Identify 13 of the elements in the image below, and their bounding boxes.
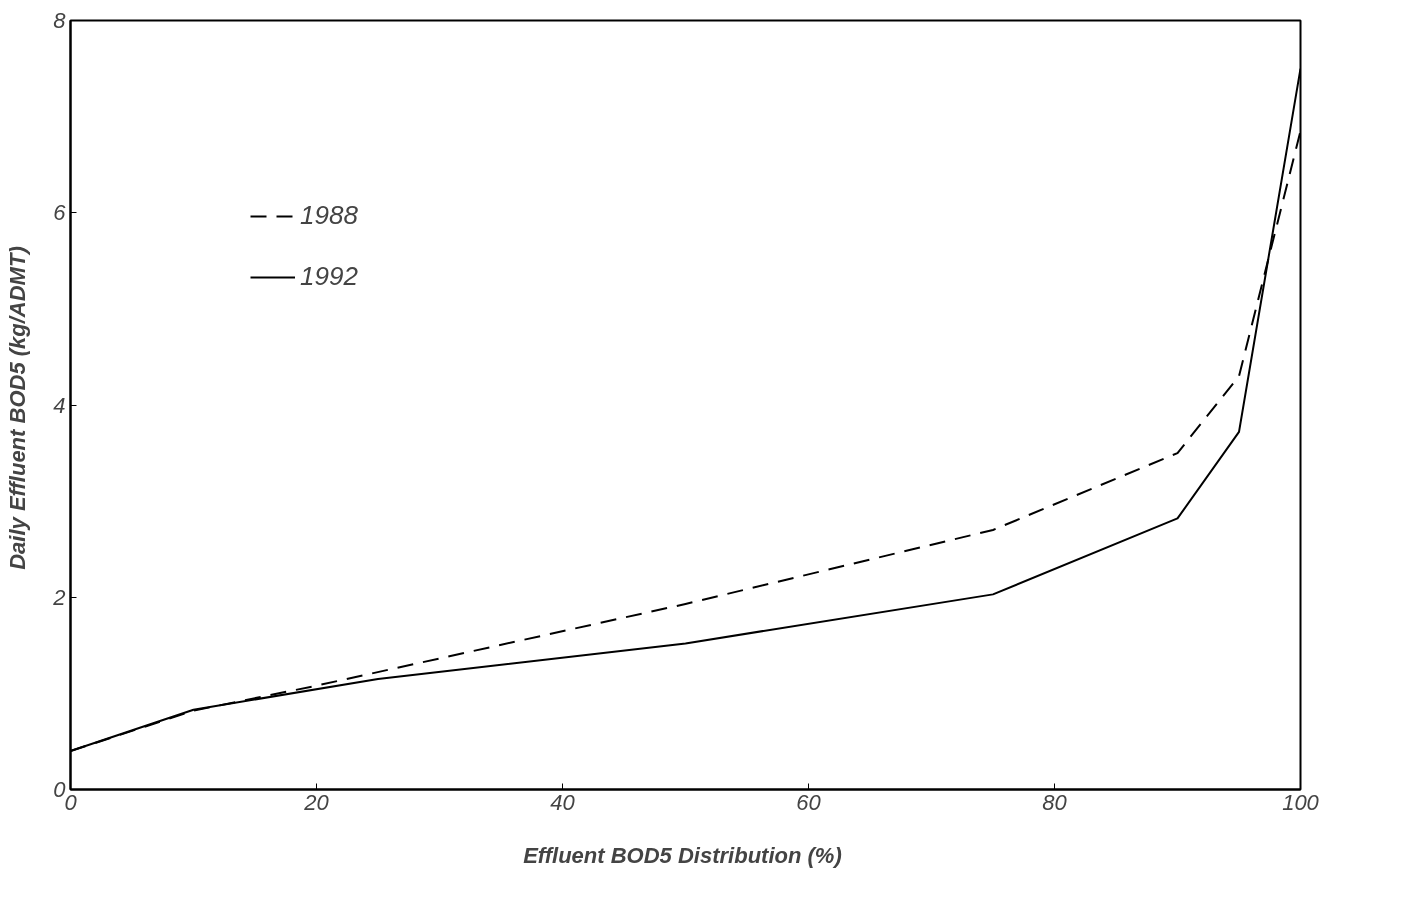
x-tick-label: 20	[303, 789, 330, 815]
x-tick-label: 40	[550, 789, 576, 815]
x-axis-title: Effluent BOD5 Distribution (%)	[523, 842, 842, 868]
y-axis-title: Daily Effluent BOD5 (kg/ADMT)	[5, 246, 31, 570]
x-tick-label: 60	[796, 789, 822, 815]
y-tick-label: 2	[52, 584, 66, 610]
x-tick-label: 80	[1042, 789, 1068, 815]
y-tick-label: 6	[53, 200, 67, 226]
y-tick-label: 8	[53, 8, 67, 33]
x-tick-label: 100	[1282, 789, 1320, 815]
y-tick-label: 4	[53, 392, 66, 418]
legend-label: 1992	[300, 261, 358, 292]
legend-label: 1988	[300, 200, 358, 231]
